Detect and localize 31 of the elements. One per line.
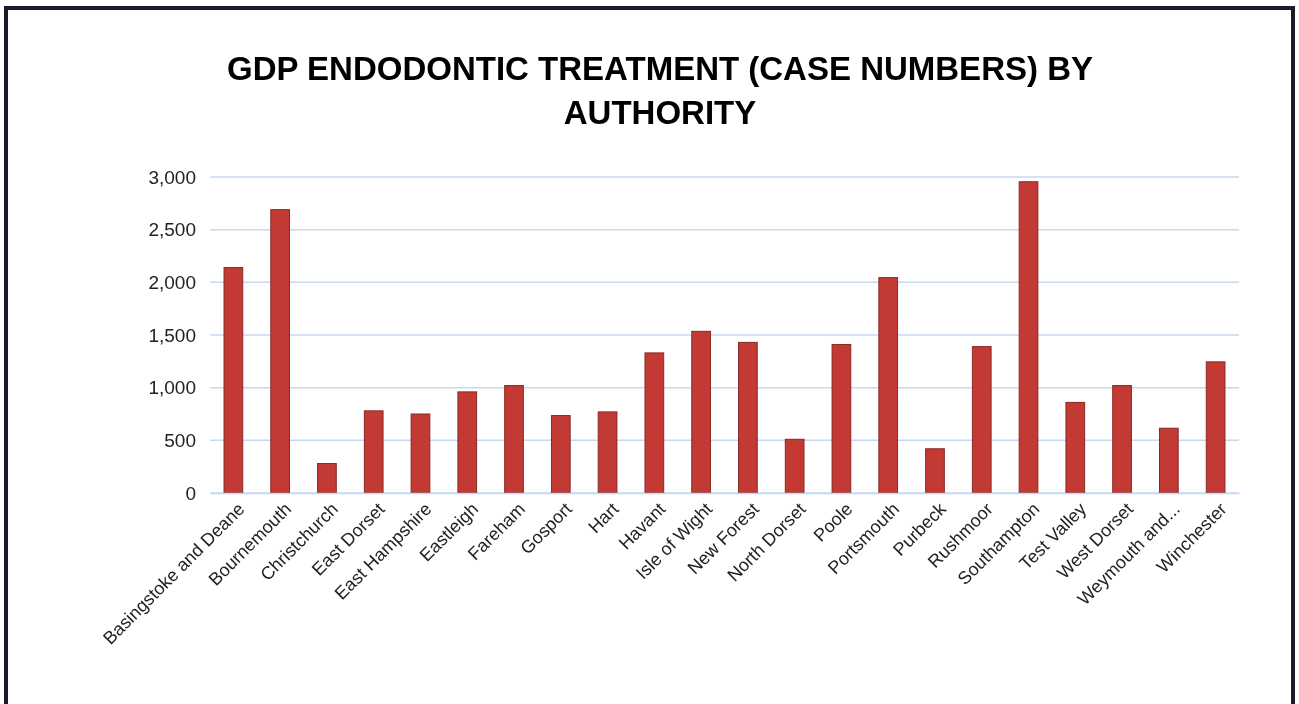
bar	[831, 343, 852, 494]
bar	[691, 330, 711, 494]
y-tick-label: 500	[164, 429, 196, 451]
bar	[550, 415, 571, 494]
bar	[597, 411, 618, 494]
y-tick-label: 1,500	[148, 324, 196, 346]
bar	[644, 352, 665, 494]
bar	[363, 410, 384, 494]
bar	[410, 413, 431, 494]
bar	[925, 448, 945, 494]
bar	[878, 277, 899, 494]
bar	[1205, 361, 1226, 494]
bar	[1112, 385, 1132, 494]
bar	[270, 209, 291, 494]
y-tick-label: 2,000	[148, 271, 196, 293]
bar	[971, 346, 992, 494]
y-tick-label: 1,000	[148, 377, 196, 399]
bar	[784, 438, 805, 494]
y-tick-label: 2,500	[148, 219, 196, 241]
bar	[1158, 427, 1179, 494]
y-tick-label: 0	[185, 482, 196, 504]
x-tick-label: Hart	[584, 498, 623, 538]
bar	[457, 391, 478, 494]
bar	[223, 267, 244, 494]
chart-title: GDP ENDODONTIC TREATMENT (CASE NUMBERS) BY AUTHORITY	[227, 50, 1093, 131]
bar	[317, 463, 337, 494]
bar	[738, 341, 758, 494]
bar	[1065, 401, 1086, 494]
bar	[504, 385, 524, 494]
y-tick-label: 3,000	[148, 166, 196, 188]
bar	[1018, 181, 1039, 494]
